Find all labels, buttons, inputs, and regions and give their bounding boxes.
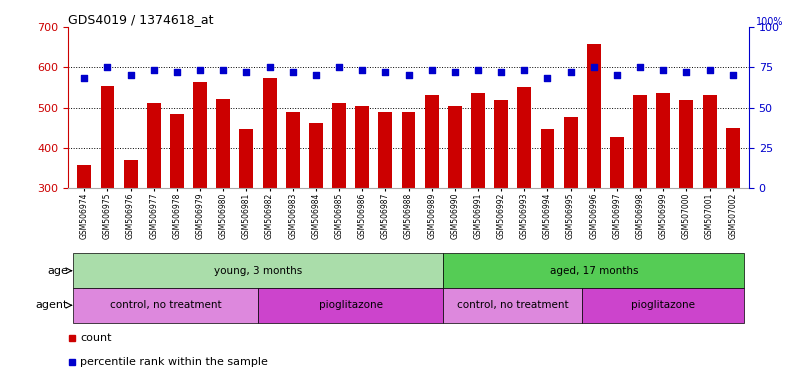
Bar bbox=[702, 95, 717, 309]
Point bbox=[171, 69, 183, 75]
Point bbox=[264, 64, 276, 70]
Text: GDS4019 / 1374618_at: GDS4019 / 1374618_at bbox=[68, 13, 214, 26]
Point bbox=[518, 67, 531, 73]
Bar bbox=[443, 253, 744, 288]
Text: pioglitazone: pioglitazone bbox=[631, 300, 695, 310]
Bar bbox=[170, 114, 184, 309]
Bar bbox=[517, 88, 531, 309]
Bar bbox=[443, 288, 582, 323]
Bar bbox=[494, 100, 508, 309]
Text: count: count bbox=[80, 333, 111, 343]
Point bbox=[680, 69, 693, 75]
Point bbox=[587, 64, 600, 70]
Point bbox=[332, 64, 345, 70]
Bar bbox=[258, 288, 443, 323]
Bar bbox=[610, 137, 624, 309]
Point bbox=[379, 69, 392, 75]
Text: 100%: 100% bbox=[756, 17, 783, 27]
Bar bbox=[263, 78, 276, 309]
Bar bbox=[564, 117, 578, 309]
Bar bbox=[123, 160, 138, 309]
Bar bbox=[73, 253, 443, 288]
Text: agent: agent bbox=[36, 300, 68, 310]
Bar bbox=[332, 104, 346, 309]
Point bbox=[78, 75, 91, 81]
Text: control, no treatment: control, no treatment bbox=[457, 300, 569, 310]
Point bbox=[634, 64, 646, 70]
Point bbox=[240, 69, 253, 75]
Point bbox=[356, 67, 368, 73]
Point bbox=[727, 72, 739, 78]
Bar bbox=[216, 99, 230, 309]
Bar bbox=[239, 129, 253, 309]
Text: percentile rank within the sample: percentile rank within the sample bbox=[80, 358, 268, 367]
Point bbox=[124, 72, 137, 78]
Text: pioglitazone: pioglitazone bbox=[319, 300, 383, 310]
Bar bbox=[726, 127, 739, 309]
Bar bbox=[633, 95, 647, 309]
Point bbox=[101, 64, 114, 70]
Point bbox=[147, 67, 160, 73]
Point bbox=[703, 67, 716, 73]
Bar bbox=[100, 86, 115, 309]
Point bbox=[495, 69, 508, 75]
Bar bbox=[679, 100, 694, 309]
Bar bbox=[471, 93, 485, 309]
Point bbox=[286, 69, 299, 75]
Point bbox=[217, 67, 230, 73]
Text: control, no treatment: control, no treatment bbox=[110, 300, 221, 310]
Text: age: age bbox=[47, 266, 68, 276]
Bar bbox=[78, 165, 91, 309]
Bar bbox=[286, 113, 300, 309]
Point bbox=[309, 72, 322, 78]
Point bbox=[449, 69, 461, 75]
Bar bbox=[582, 288, 744, 323]
Bar bbox=[425, 95, 439, 309]
Bar bbox=[378, 112, 392, 309]
Bar bbox=[193, 82, 207, 309]
Bar bbox=[541, 129, 554, 309]
Bar bbox=[656, 93, 670, 309]
Point bbox=[402, 72, 415, 78]
Point bbox=[657, 67, 670, 73]
Text: aged, 17 months: aged, 17 months bbox=[549, 266, 638, 276]
Point bbox=[194, 67, 207, 73]
Bar bbox=[147, 104, 161, 309]
Bar bbox=[448, 106, 461, 309]
Point bbox=[610, 72, 623, 78]
Bar bbox=[309, 123, 323, 309]
Point bbox=[425, 67, 438, 73]
Bar bbox=[73, 288, 258, 323]
Bar bbox=[401, 113, 416, 309]
Text: young, 3 months: young, 3 months bbox=[214, 266, 302, 276]
Point bbox=[541, 75, 553, 81]
Bar bbox=[587, 44, 601, 309]
Point bbox=[472, 67, 485, 73]
Point bbox=[564, 69, 577, 75]
Bar bbox=[356, 106, 369, 309]
